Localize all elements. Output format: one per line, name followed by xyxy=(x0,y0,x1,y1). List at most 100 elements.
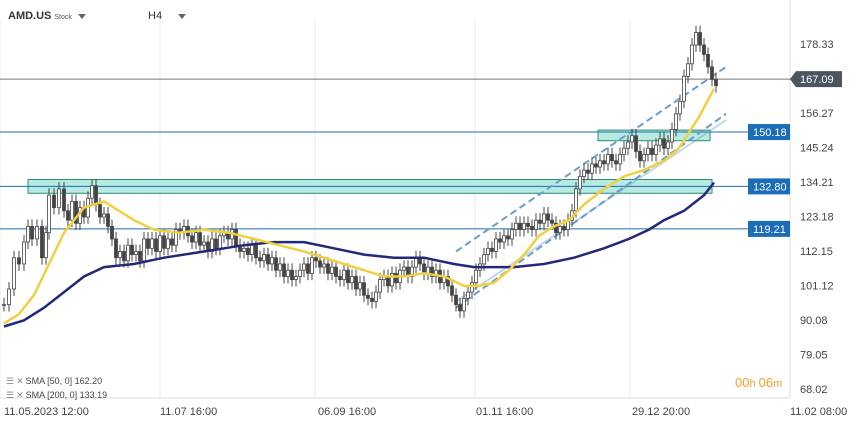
candle-body xyxy=(170,238,174,246)
candle-body xyxy=(150,238,154,249)
candle-body xyxy=(198,232,202,246)
close-icon[interactable]: ✕ xyxy=(16,376,24,386)
candle-body xyxy=(114,238,118,259)
level-badge xyxy=(748,220,790,237)
candle-body xyxy=(546,213,550,221)
candle-body xyxy=(98,204,102,218)
timeframe-selector[interactable]: H4 xyxy=(148,10,187,22)
candle-body xyxy=(118,251,122,259)
candle-body xyxy=(366,294,370,299)
candle-body xyxy=(62,188,66,212)
candle-body xyxy=(306,263,310,274)
candle-body xyxy=(218,235,222,249)
candle-body xyxy=(110,226,114,240)
candle-body xyxy=(74,201,78,224)
timer-minutes: 06 xyxy=(758,375,774,390)
candle-body xyxy=(642,154,646,162)
legend-sma200[interactable]: ☰ ✕ SMA [200, 0] 133.19 xyxy=(6,390,107,401)
candle-body xyxy=(294,276,298,280)
legend-sma50-label: SMA [50, 0] 162.20 xyxy=(25,376,103,386)
current-price-label: 167.09 xyxy=(800,74,834,86)
y-tick-label: 101.12 xyxy=(800,280,834,292)
candle-body xyxy=(322,263,326,268)
level-badge xyxy=(748,178,790,195)
x-tick-label: 11.05.2023 12:00 xyxy=(4,406,89,418)
candle-body xyxy=(166,238,170,249)
candle-body xyxy=(146,238,150,249)
x-tick-label: 29.12 20:00 xyxy=(632,406,690,418)
support-zone xyxy=(597,129,711,142)
candle-body xyxy=(22,241,26,265)
menu-icon[interactable]: ☰ xyxy=(6,390,15,400)
candle-body xyxy=(126,244,130,262)
candle-body xyxy=(290,269,294,280)
sma200-line xyxy=(3,181,715,328)
timer-hours: 00 xyxy=(735,375,750,390)
chevron-down-icon[interactable] xyxy=(178,13,187,19)
y-tick-label: 68.02 xyxy=(800,384,828,396)
candle-body xyxy=(390,272,394,287)
candle-body xyxy=(578,175,582,190)
candle-body xyxy=(354,276,358,290)
chevron-down-icon[interactable] xyxy=(77,13,86,19)
candle-body xyxy=(482,254,486,265)
candle-body xyxy=(52,194,56,209)
candle-body xyxy=(214,238,218,249)
candle-body xyxy=(94,185,98,205)
symbol-selector[interactable]: AMD.US Stock xyxy=(8,10,86,22)
candle-body xyxy=(674,113,678,130)
y-tick-label: 156.27 xyxy=(800,108,834,120)
candle-body xyxy=(618,154,622,165)
x-tick-label: 11.07 16:00 xyxy=(160,406,217,418)
candle-body xyxy=(430,266,434,277)
candle-body xyxy=(106,213,110,227)
candle-body xyxy=(142,238,146,262)
candle-body xyxy=(286,269,290,277)
candle-body xyxy=(542,213,546,224)
level-badge-label: 119.21 xyxy=(753,224,786,236)
candle-body xyxy=(646,147,650,155)
candle-body xyxy=(490,247,494,252)
candle-body xyxy=(682,75,686,102)
candle-body xyxy=(470,282,474,293)
candle-body xyxy=(686,63,690,77)
candle-body xyxy=(422,263,426,274)
x-tick-label: 11.02 08:00 xyxy=(790,406,847,418)
candle-body xyxy=(586,169,590,174)
candle-body xyxy=(374,291,378,302)
candle-body xyxy=(414,257,418,268)
candle-body xyxy=(706,54,710,68)
y-tick-label: 112.15 xyxy=(800,246,833,258)
candle-body xyxy=(574,188,578,212)
candle-body xyxy=(666,141,670,149)
candle-body xyxy=(262,254,266,262)
candle-body xyxy=(462,297,466,312)
candle-body xyxy=(426,266,430,274)
candle-body xyxy=(614,160,618,165)
candle-body xyxy=(35,226,39,240)
candle-body xyxy=(602,160,606,165)
candle-body xyxy=(326,263,330,274)
candle-body xyxy=(154,238,158,252)
candle-body xyxy=(654,144,658,155)
candle-body xyxy=(202,241,206,246)
close-icon[interactable]: ✕ xyxy=(16,390,24,400)
menu-icon[interactable]: ☰ xyxy=(6,376,15,386)
candle-body xyxy=(534,219,538,230)
candle-body xyxy=(522,222,526,230)
level-badge-label: 150.18 xyxy=(753,127,787,139)
candle-body xyxy=(466,291,470,299)
sma50-line xyxy=(3,88,716,325)
candle-body xyxy=(662,138,666,149)
candle-body xyxy=(282,263,286,277)
legend-sma200-label: SMA [200, 0] 133.19 xyxy=(25,390,108,400)
level-badge xyxy=(748,124,790,141)
candle-body xyxy=(626,141,630,149)
candle-body xyxy=(362,282,366,296)
candle-body xyxy=(402,266,406,271)
candle-body xyxy=(634,135,638,152)
candle-body xyxy=(158,235,162,252)
legend-sma50[interactable]: ☰ ✕ SMA [50, 0] 162.20 xyxy=(6,376,102,387)
candle-body xyxy=(258,257,262,262)
